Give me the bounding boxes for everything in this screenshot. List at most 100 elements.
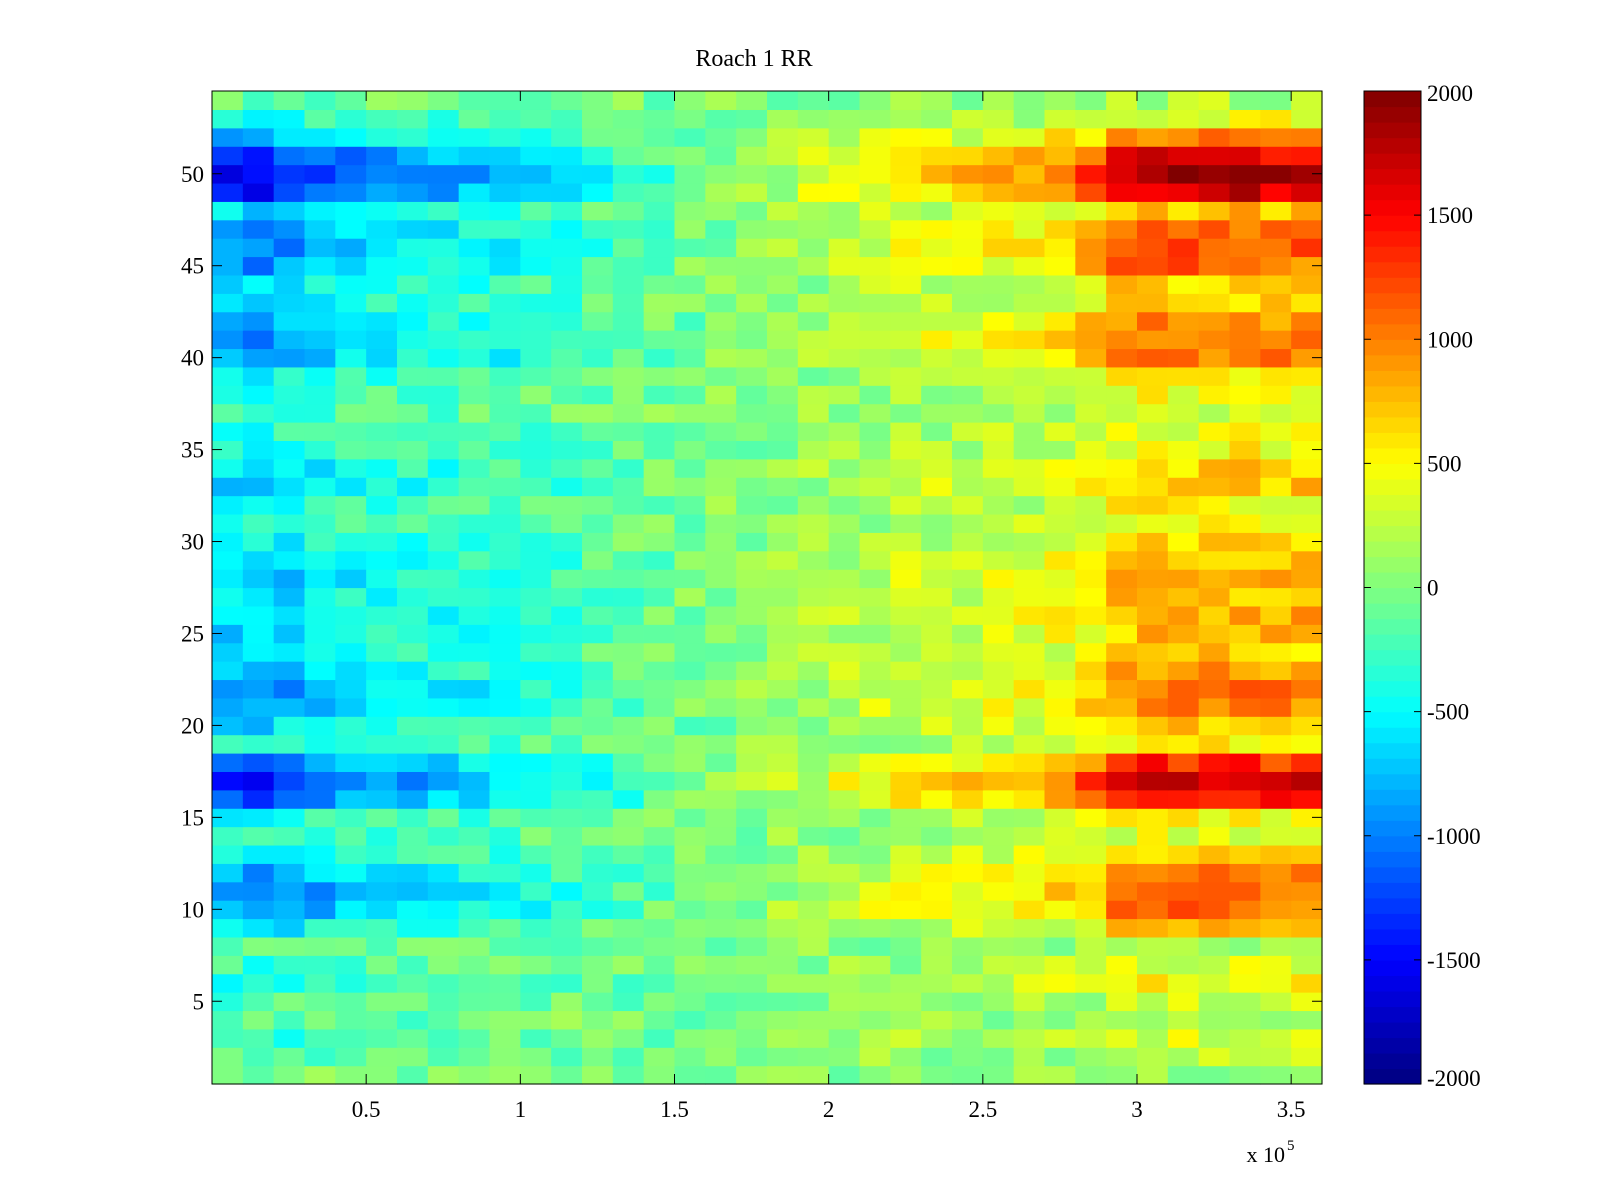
heatmap-cell (304, 844, 336, 864)
heatmap-cell (273, 274, 306, 294)
heatmap-cell (458, 440, 491, 460)
heatmap-cell (1291, 1047, 1323, 1067)
heatmap-cell (674, 808, 706, 828)
heatmap-cell (1106, 936, 1138, 956)
heatmap-cell (304, 955, 336, 975)
heatmap-cell (1229, 550, 1261, 570)
heatmap-cell (767, 918, 799, 938)
heatmap-cell (458, 1047, 491, 1067)
heatmap-cell (1198, 844, 1231, 864)
heatmap-cell (1229, 238, 1261, 258)
heatmap-cell (489, 1010, 521, 1030)
heatmap-cell (797, 587, 830, 607)
heatmap-cell (643, 936, 676, 956)
heatmap-cell (427, 293, 460, 313)
heatmap-cell (612, 330, 645, 350)
heatmap-cell (397, 238, 429, 258)
heatmap-cell (1075, 440, 1107, 460)
heatmap-cell (705, 422, 737, 441)
heatmap-cell (828, 1010, 861, 1030)
heatmap-cell (1291, 201, 1323, 221)
heatmap-cell (335, 238, 367, 258)
heatmap-cell (1291, 477, 1323, 497)
heatmap-cell (1075, 992, 1107, 1012)
heatmap-cell (705, 900, 737, 920)
heatmap-cell (643, 734, 676, 754)
heatmap-cell (736, 863, 768, 883)
heatmap-cell (551, 219, 583, 239)
heatmap-cell (1167, 955, 1200, 975)
heatmap-cell (674, 330, 706, 350)
heatmap-cell (520, 495, 552, 515)
heatmap-cell (1013, 900, 1046, 920)
heatmap-cell (736, 734, 768, 754)
heatmap-cell (273, 587, 306, 607)
heatmap-cell (952, 403, 984, 423)
heatmap-cell (242, 495, 275, 515)
heatmap-cell (1106, 973, 1138, 993)
heatmap-cell (921, 293, 953, 313)
heatmap-cell (859, 550, 891, 570)
heatmap-cell (828, 900, 861, 920)
heatmap-cell (612, 403, 645, 423)
heatmap-cell (1198, 661, 1231, 681)
heatmap-cell (828, 219, 861, 239)
heatmap-cell (921, 1028, 953, 1048)
heatmap-cell (612, 1010, 645, 1030)
heatmap-cell (828, 403, 861, 423)
heatmap-cell (458, 679, 491, 699)
heatmap-cell (828, 91, 861, 110)
heatmap-cell (212, 789, 244, 809)
heatmap-cell (1260, 219, 1292, 239)
heatmap-cell (859, 219, 891, 239)
heatmap-cell (1260, 936, 1292, 956)
heatmap-cell (242, 661, 275, 681)
heatmap-cell (1075, 146, 1107, 166)
heatmap-cell (612, 127, 645, 147)
heatmap-cell (736, 808, 768, 828)
heatmap-cell (828, 146, 861, 166)
heatmap-cell (1260, 697, 1292, 717)
heatmap-cell (797, 918, 830, 938)
colorbar-swatch (1364, 416, 1421, 433)
heatmap-cell (736, 753, 768, 772)
heatmap-cell (1167, 844, 1200, 864)
heatmap-cell (1167, 91, 1200, 110)
heatmap-cell (1075, 127, 1107, 147)
heatmap-cell (828, 109, 861, 129)
heatmap-cell (643, 403, 676, 423)
heatmap-cell (767, 624, 799, 644)
heatmap-cell (674, 274, 706, 294)
heatmap-cell (582, 771, 614, 791)
colorbar-swatch (1364, 463, 1421, 480)
heatmap-cell (952, 274, 984, 294)
heatmap-cell (1106, 109, 1138, 129)
heatmap-cell (612, 182, 645, 202)
heatmap-cell (1229, 274, 1261, 294)
heatmap-cell (1198, 477, 1231, 497)
heatmap-cell (1229, 1065, 1261, 1085)
heatmap-cell (1044, 881, 1076, 901)
heatmap-cell (242, 992, 275, 1012)
heatmap-cell (982, 330, 1015, 350)
heatmap-cell (859, 844, 891, 864)
heatmap-cell (828, 587, 861, 607)
heatmap-cell (705, 992, 737, 1012)
heatmap-cell (212, 513, 244, 533)
heatmap-cell (520, 808, 552, 828)
heatmap-cell (797, 808, 830, 828)
heatmap-cell (952, 330, 984, 350)
heatmap-cell (1260, 550, 1292, 570)
heatmap-cell (397, 91, 429, 110)
heatmap-cell (612, 91, 645, 110)
heatmap-cell (458, 881, 491, 901)
heatmap-cell (674, 900, 706, 920)
heatmap-cell (1260, 1028, 1292, 1048)
heatmap-cell (1229, 109, 1261, 129)
heatmap-cell (458, 992, 491, 1012)
heatmap-cell (1044, 863, 1076, 883)
heatmap-cell (489, 403, 521, 423)
heatmap-cell (1291, 771, 1323, 791)
heatmap-cell (1044, 440, 1076, 460)
heatmap-cell (1075, 605, 1107, 625)
